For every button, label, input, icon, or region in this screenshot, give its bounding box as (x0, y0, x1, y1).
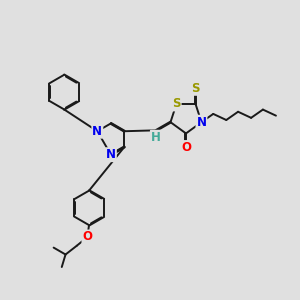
Text: N: N (92, 125, 102, 138)
Text: H: H (151, 131, 161, 144)
Text: O: O (181, 141, 191, 154)
Text: N: N (196, 116, 206, 129)
Text: O: O (82, 230, 92, 244)
Text: N: N (106, 148, 116, 161)
Text: S: S (191, 82, 200, 95)
Text: S: S (172, 98, 181, 110)
